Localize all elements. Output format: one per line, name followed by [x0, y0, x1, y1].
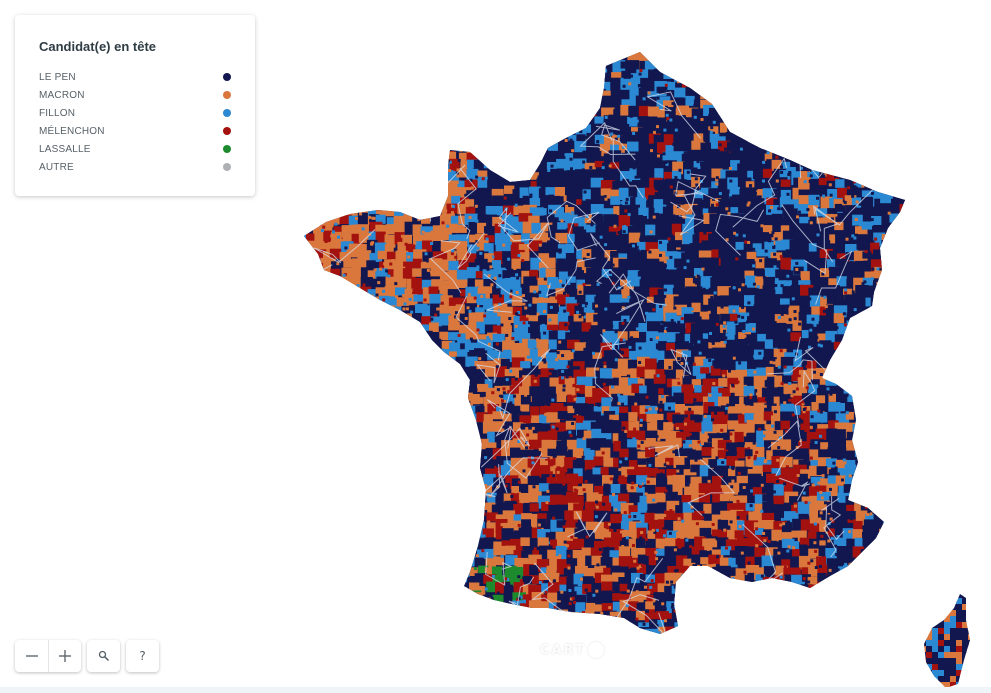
legend-list: LE PEN MACRON FILLON MÉLENCHON LASSALLE AUTRE	[39, 68, 231, 176]
search-icon	[98, 650, 109, 662]
minus-icon	[25, 655, 38, 657]
legend-color-dot	[223, 91, 231, 99]
help-control: ?	[126, 640, 159, 672]
map-controls: ?	[15, 640, 159, 672]
legend-color-dot	[223, 73, 231, 81]
legend-color-dot	[223, 145, 231, 153]
legend-item: MACRON	[39, 86, 231, 104]
carto-attribution[interactable]: CART	[540, 642, 604, 658]
bottom-strip	[0, 687, 991, 693]
legend-item: FILLON	[39, 104, 231, 122]
legend-panel: Candidat(e) en tête LE PEN MACRON FILLON MÉ…	[15, 15, 255, 196]
legend-color-dot	[223, 127, 231, 135]
legend-item: LASSALLE	[39, 140, 231, 158]
legend-item-label: LASSALLE	[39, 143, 91, 155]
legend-color-dot	[223, 163, 231, 171]
legend-title: Candidat(e) en tête	[39, 39, 157, 54]
legend-item: LE PEN	[39, 68, 231, 86]
legend-item-label: LE PEN	[39, 71, 76, 83]
carto-logo-circle-icon	[587, 642, 604, 658]
help-button[interactable]: ?	[139, 649, 146, 663]
carto-logo-text: CART	[540, 642, 586, 658]
mainland-france[interactable]	[290, 40, 924, 655]
legend-item-label: FILLON	[39, 107, 76, 119]
search-button[interactable]	[87, 640, 120, 672]
legend-item-label: MÉLENCHON	[39, 125, 105, 137]
legend-item-label: AUTRE	[39, 161, 74, 173]
plus-icon	[59, 650, 71, 662]
zoom-out-button[interactable]	[15, 640, 48, 672]
legend-item: MÉLENCHON	[39, 122, 231, 140]
zoom-controls	[15, 640, 81, 672]
legend-color-dot	[223, 109, 231, 117]
corsica[interactable]	[920, 592, 975, 693]
zoom-in-button[interactable]	[48, 640, 81, 672]
legend-item: AUTRE	[39, 158, 231, 176]
legend-item-label: MACRON	[39, 89, 85, 101]
search-control	[87, 640, 120, 672]
